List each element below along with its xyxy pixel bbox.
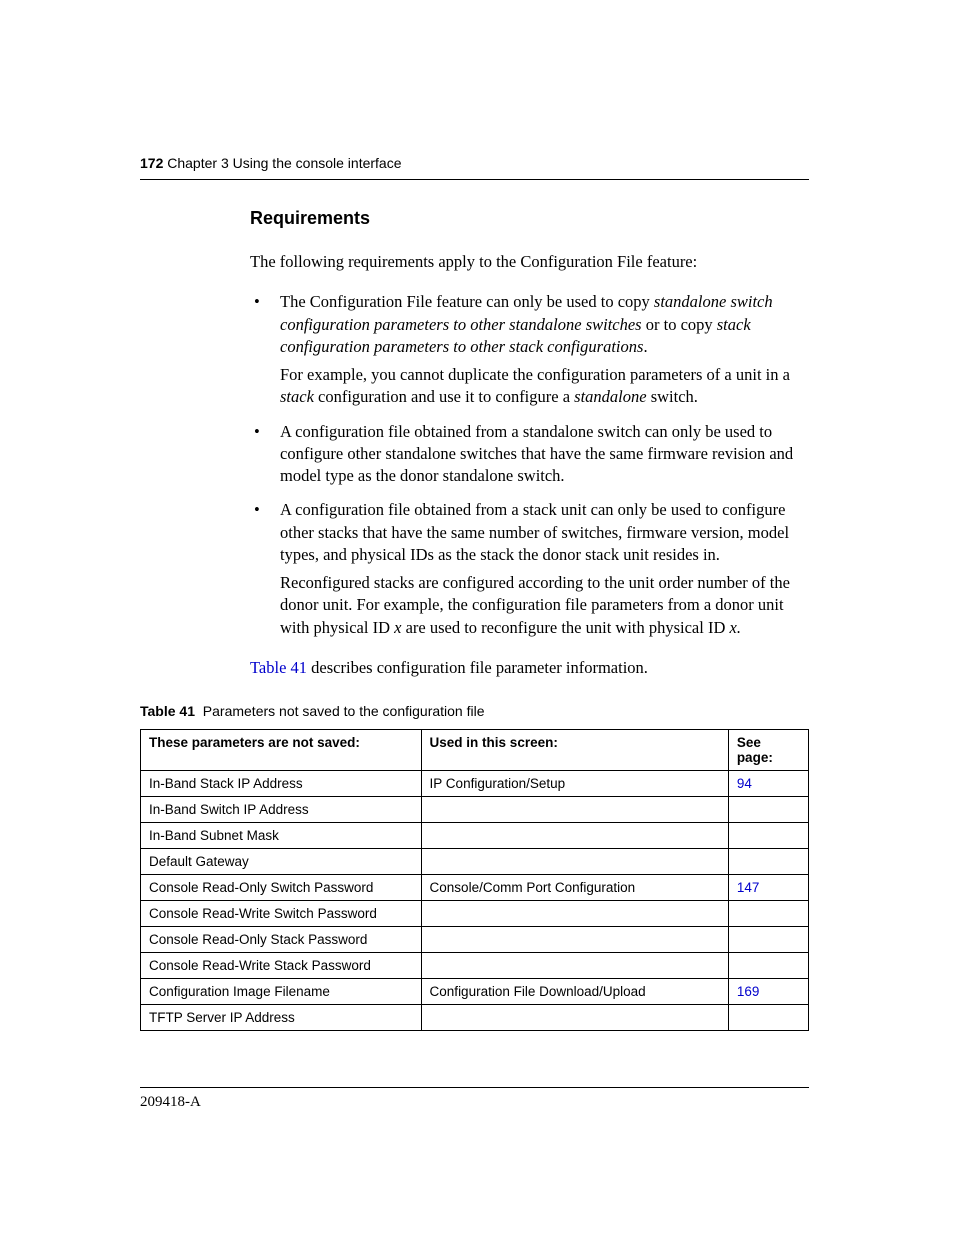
text-run-italic: standalone — [574, 387, 646, 406]
table-cell: Console Read-Only Switch Password — [141, 875, 422, 901]
parameters-table: These parameters are not saved: Used in … — [140, 729, 809, 1031]
text-run: configuration and use it to configure a — [314, 387, 574, 406]
page-link[interactable]: 94 — [737, 776, 752, 791]
table-cell — [421, 927, 728, 953]
table-cell: In-Band Switch IP Address — [141, 797, 422, 823]
table-reference-link[interactable]: Table 41 — [250, 658, 307, 677]
requirements-list: The Configuration File feature can only … — [250, 291, 809, 639]
table-row: In-Band Switch IP Address — [141, 797, 809, 823]
table-cell — [728, 823, 808, 849]
list-item-sub: For example, you cannot duplicate the co… — [280, 364, 809, 409]
table-header: These parameters are not saved: — [141, 730, 422, 771]
page-link[interactable]: 169 — [737, 984, 760, 999]
table-cell: Configuration File Download/Upload — [421, 979, 728, 1005]
table-cell: Console Read-Only Stack Password — [141, 927, 422, 953]
table-caption: Table 41 Parameters not saved to the con… — [140, 703, 809, 719]
text-run: A configuration file obtained from a sta… — [280, 500, 789, 564]
document-id: 209418-A — [140, 1094, 201, 1110]
table-row: Default Gateway — [141, 849, 809, 875]
text-run-italic: x. — [730, 618, 741, 637]
table-cell — [728, 901, 808, 927]
table-header-row: These parameters are not saved: Used in … — [141, 730, 809, 771]
running-header: 172 Chapter 3 Using the console interfac… — [140, 155, 809, 180]
table-cell — [421, 953, 728, 979]
table-cell: TFTP Server IP Address — [141, 1005, 422, 1031]
table-cell: Console Read-Write Stack Password — [141, 953, 422, 979]
chapter-title: Chapter 3 Using the console interface — [167, 155, 401, 171]
text-run: . — [643, 337, 647, 356]
text-run: switch. — [647, 387, 698, 406]
table-row: In-Band Subnet Mask — [141, 823, 809, 849]
table-cell: Configuration Image Filename — [141, 979, 422, 1005]
table-cell — [421, 849, 728, 875]
list-item-sub: Reconfigured stacks are configured accor… — [280, 572, 809, 639]
table-cell — [421, 901, 728, 927]
table-row: In-Band Stack IP AddressIP Configuration… — [141, 771, 809, 797]
document-page: 172 Chapter 3 Using the console interfac… — [0, 0, 954, 1111]
text-run: are used to reconfigure the unit with ph… — [401, 618, 729, 637]
text-run: The Configuration File feature can only … — [280, 292, 654, 311]
table-cell: 147 — [728, 875, 808, 901]
table-header: Used in this screen: — [421, 730, 728, 771]
table-cell: Console/Comm Port Configuration — [421, 875, 728, 901]
section-heading: Requirements — [250, 208, 809, 229]
table-cell: 94 — [728, 771, 808, 797]
table-row: Console Read-Write Stack Password — [141, 953, 809, 979]
table-cell: IP Configuration/Setup — [421, 771, 728, 797]
body-content: The following requirements apply to the … — [250, 251, 809, 679]
table-row: Console Read-Only Stack Password — [141, 927, 809, 953]
table-row: Console Read-Write Switch Password — [141, 901, 809, 927]
table-cell: Default Gateway — [141, 849, 422, 875]
table-cell — [728, 1005, 808, 1031]
list-item: A configuration file obtained from a sta… — [250, 499, 809, 639]
page-number: 172 — [140, 155, 163, 171]
table-cell: 169 — [728, 979, 808, 1005]
intro-paragraph: The following requirements apply to the … — [250, 251, 809, 273]
table-cell — [728, 797, 808, 823]
text-run: or to copy — [642, 315, 717, 334]
text-run: For example, you cannot duplicate the co… — [280, 365, 790, 384]
table-cell — [421, 823, 728, 849]
table-row: TFTP Server IP Address — [141, 1005, 809, 1031]
table-row: Configuration Image FilenameConfiguratio… — [141, 979, 809, 1005]
table-cell — [728, 927, 808, 953]
page-footer: 209418-A — [140, 1087, 809, 1111]
closing-paragraph: Table 41 describes configuration file pa… — [250, 657, 809, 679]
table-row: Console Read-Only Switch PasswordConsole… — [141, 875, 809, 901]
text-run: describes configuration file parameter i… — [307, 658, 648, 677]
table-cell — [728, 849, 808, 875]
list-item: A configuration file obtained from a sta… — [250, 421, 809, 488]
table-caption-text: Parameters not saved to the configuratio… — [203, 703, 485, 719]
list-item: The Configuration File feature can only … — [250, 291, 809, 408]
table-cell — [421, 1005, 728, 1031]
table-cell: In-Band Subnet Mask — [141, 823, 422, 849]
table-caption-label: Table 41 — [140, 703, 195, 719]
table-cell: Console Read-Write Switch Password — [141, 901, 422, 927]
table-cell — [728, 953, 808, 979]
table-cell: In-Band Stack IP Address — [141, 771, 422, 797]
text-run-italic: stack — [280, 387, 314, 406]
table-header: See page: — [728, 730, 808, 771]
table-cell — [421, 797, 728, 823]
page-link[interactable]: 147 — [737, 880, 760, 895]
